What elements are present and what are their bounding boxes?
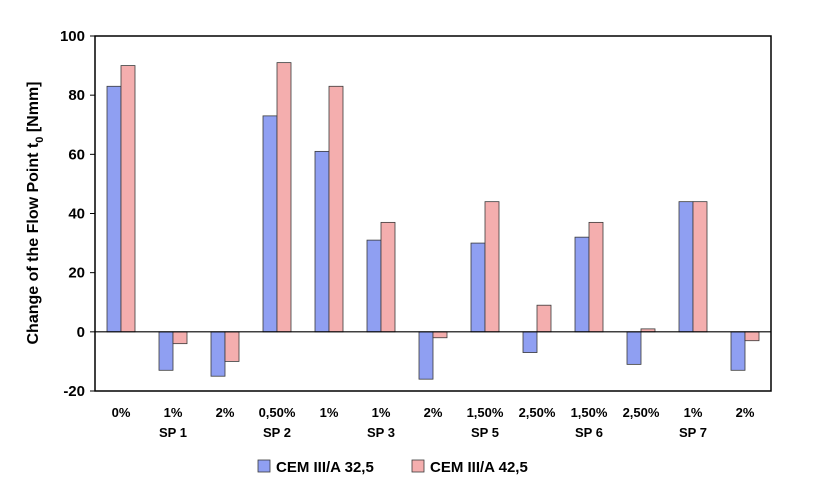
x-tick-label: 1% [320, 405, 339, 420]
x-tick-label: 2% [424, 405, 443, 420]
bar-series-2 [328, 85, 344, 333]
bar-series-1 [574, 236, 590, 333]
y-tick-label: 0 [77, 324, 85, 341]
y-axis-label-subscript: 0 [34, 137, 46, 143]
x-group-label: SP 7 [679, 425, 707, 440]
bar-series-2 [224, 331, 240, 362]
legend: CEM III/A 32,5 CEM III/A 42,5 [257, 459, 528, 476]
legend-swatch [411, 459, 425, 473]
legend-label: CEM III/A 32,5 [276, 459, 374, 476]
y-tick-label: 80 [68, 87, 85, 104]
x-group-label: SP 5 [471, 425, 499, 440]
x-group-label: SP 3 [367, 425, 395, 440]
legend-swatch [257, 459, 271, 473]
bar-series-2 [536, 304, 552, 333]
bar-series-2 [120, 65, 136, 333]
x-group-label: SP 6 [575, 425, 603, 440]
x-tick-label: 2% [216, 405, 235, 420]
y-tick-label: 20 [68, 265, 85, 282]
bar-series-1 [158, 331, 174, 371]
bar-series-2 [744, 331, 760, 342]
bar-series-1 [626, 331, 642, 365]
bar-series-1 [366, 239, 382, 333]
bar-series-2 [692, 201, 708, 333]
bar-series-1 [522, 331, 538, 353]
bar-series-2 [484, 201, 500, 333]
x-tick-label: 1,50% [467, 405, 504, 420]
y-tick-label: -20 [63, 383, 85, 400]
x-tick-label: 2,50% [623, 405, 660, 420]
y-axis-label: Change of the Flow Point t0 [Nmm] [25, 82, 46, 345]
x-tick-label: 0,50% [259, 405, 296, 420]
bar-series-2 [172, 331, 188, 345]
x-tick-label: 2% [736, 405, 755, 420]
bar-series-1 [730, 331, 746, 371]
y-tick-label: 60 [68, 146, 85, 163]
x-tick-label: 1% [684, 405, 703, 420]
bar-series-1 [418, 331, 434, 380]
bar-series-2 [432, 331, 448, 339]
x-tick-label: 0% [112, 405, 131, 420]
x-tick-label: 1% [164, 405, 183, 420]
bar-series-1 [678, 201, 694, 333]
x-group-label: SP 2 [263, 425, 291, 440]
legend-label: CEM III/A 42,5 [430, 459, 528, 476]
x-tick-label: 2,50% [519, 405, 556, 420]
x-tick-label: 1% [372, 405, 391, 420]
y-tick-label: 40 [68, 206, 85, 223]
x-tick-label: 1,50% [571, 405, 608, 420]
bar-series-1 [314, 150, 330, 333]
bar-series-2 [380, 221, 396, 333]
bar-series-1 [106, 85, 122, 333]
bar-series-1 [262, 115, 278, 333]
bar-series-2 [276, 62, 292, 333]
bar-series-1 [470, 242, 486, 333]
bar-series-2 [588, 221, 604, 333]
x-group-label: SP 1 [159, 425, 187, 440]
bar-series-1 [210, 331, 226, 377]
y-axis-label-unit: [Nmm] [25, 82, 42, 137]
y-tick-label: 100 [60, 28, 85, 45]
